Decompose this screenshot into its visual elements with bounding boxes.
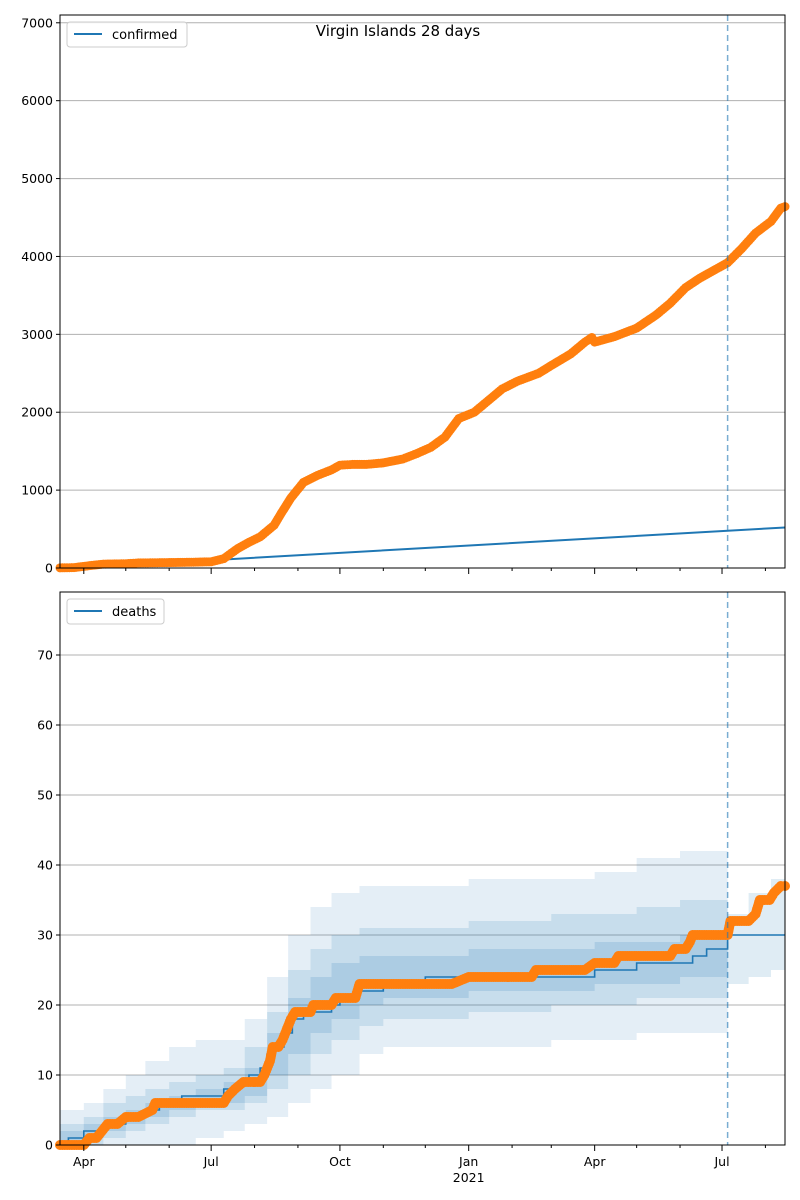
deaths-legend-box: [66, 598, 165, 625]
deaths-y-tick-label: 60: [37, 718, 53, 733]
deaths-axes-frame: [59, 591, 786, 1146]
deaths-y-tick-label: 30: [37, 928, 53, 943]
confirmed-axes-frame: [59, 14, 786, 569]
confirmed-x-axis-ticks: [83, 568, 766, 574]
deaths-y-tick-label: 20: [37, 998, 53, 1013]
deaths-x-tick-label: Apr: [73, 1154, 95, 1169]
deaths-y-axis: 0 10 20 30 40 50 60 70: [37, 648, 60, 1153]
confirmed-y-tick-label: 3000: [21, 327, 53, 342]
deaths-y-tick-label: 10: [37, 1068, 53, 1083]
deaths-series: [55, 851, 790, 1150]
confirmed-y-tick-label: 2000: [21, 405, 53, 420]
confirmed-y-tick-label: 5000: [21, 171, 53, 186]
confirmed-y-axis: 0 1000 2000 3000 4000 5000 6000 7000: [21, 15, 60, 576]
deaths-panel: 0 10 20 30 40 50 60 70 Apr Jul Oct Jan Apr Jul 2021 d…: [37, 591, 790, 1185]
confirmed-legend-label: confirmed: [112, 28, 178, 43]
confirmed-legend-box: [66, 21, 188, 48]
deaths-x-tick-label: Oct: [329, 1154, 351, 1169]
deaths-x-tick-label: Jul: [713, 1154, 729, 1169]
deaths-x-tick-label: Jan: [458, 1154, 478, 1169]
deaths-x-axis: Apr Jul Oct Jan Apr Jul 2021: [73, 1145, 766, 1185]
deaths-y-tick-label: 50: [37, 788, 53, 803]
confirmed-series: [55, 202, 790, 573]
deaths-legend-label: deaths: [112, 605, 157, 620]
confirmed-y-tick-label: 7000: [21, 15, 53, 30]
deaths-y-tick-label: 0: [45, 1138, 53, 1153]
deaths-band-mid: [60, 900, 728, 1145]
confirmed-y-tick-label: 6000: [21, 93, 53, 108]
deaths-y-tick-label: 70: [37, 648, 53, 663]
deaths-legend: deaths: [66, 598, 165, 625]
confirmed-legend: confirmed: [66, 21, 188, 48]
deaths-band-outer: [60, 851, 728, 1145]
confirmed-y-tick-label: 4000: [21, 249, 53, 264]
deaths-x-tick-label: Apr: [584, 1154, 606, 1169]
deaths-y-tick-label: 40: [37, 858, 53, 873]
confirmed-y-tick-label: 1000: [21, 483, 53, 498]
confirmed-y-tick-label: 0: [45, 561, 53, 576]
deaths-x-year-label: 2021: [453, 1170, 485, 1185]
deaths-x-tick-label: Jul: [203, 1154, 219, 1169]
figure-title: Virgin Islands 28 days: [316, 22, 481, 40]
